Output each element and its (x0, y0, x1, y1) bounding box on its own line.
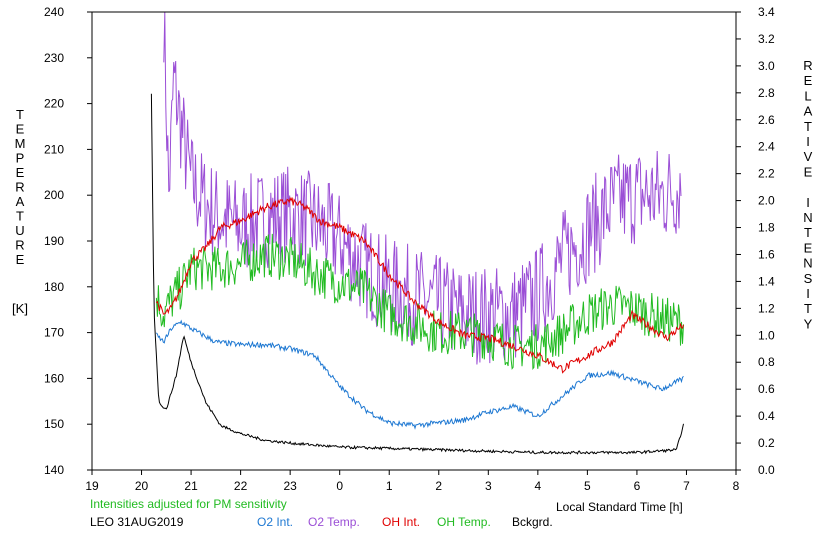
y-left-tick-label: 140 (44, 463, 64, 477)
y-right-tick-label: 2.4 (758, 140, 775, 154)
y-left-label-letter: T (16, 209, 24, 224)
y-right-label-letter: A (804, 104, 813, 119)
y-right-axis: 0.0 0.2 0.4 0.6 0.8 1.0 1.2 1.4 1.6 1.8 2.0 2.2 2.4 2… (736, 5, 775, 477)
y-left-tick-label: 190 (44, 234, 64, 248)
x-tick-label: 3 (485, 479, 492, 493)
y-left-tick-label: 180 (44, 280, 64, 294)
y-right-tick-label: 2.6 (758, 113, 775, 127)
station-label: LEO 31AUG2019 (90, 515, 184, 529)
y-right-label-letter: S (804, 271, 813, 286)
y-right-label-letter: L (804, 88, 811, 103)
y-right-tick-label: 1.6 (758, 247, 775, 261)
y-left-label-letter: M (15, 136, 26, 151)
series-layer (150, 11, 684, 455)
y-right-label-letter: Y (804, 316, 813, 331)
plot-frame (91, 11, 737, 471)
x-tick-label: 8 (733, 479, 740, 493)
y-left-tick-label: 220 (44, 97, 64, 111)
x-tick-label: 6 (634, 479, 641, 493)
y-left-axis: 140 150 160 170 180 190 200 210 220 230 240 (44, 5, 92, 477)
y-right-label-letter: N (803, 256, 812, 271)
y-right-tick-label: 1.8 (758, 221, 775, 235)
legend-o2-temp: O2 Temp. (308, 515, 360, 529)
y-left-tick-label: 240 (44, 5, 64, 19)
y-right-tick-label: 3.0 (758, 59, 775, 73)
x-tick-label: 7 (683, 479, 690, 493)
y-right-label-letter: V (804, 149, 813, 164)
y-right-label-letter: T (804, 119, 812, 134)
y-right-label-letter: E (804, 164, 813, 179)
x-tick-label: 21 (184, 479, 198, 493)
legend-o2-int: O2 Int. (257, 515, 294, 529)
y-left-tick-label: 150 (44, 417, 64, 431)
y-right-label-letter: E (804, 240, 813, 255)
y-right-tick-label: 3.4 (758, 5, 775, 19)
sensitivity-note: Intensities adjusted for PM sensitivity (90, 497, 287, 511)
y-right-tick-label: 2.0 (758, 194, 775, 208)
y-left-tick-label: 200 (44, 188, 64, 202)
y-left-label-letter: E (16, 122, 25, 137)
y-right-tick-label: 1.4 (758, 274, 775, 288)
y-right-tick-label: 1.2 (758, 301, 775, 315)
y-right-label-letter: E (804, 73, 813, 88)
series-oh-temp-line (155, 233, 684, 370)
y-left-tick-label: 210 (44, 142, 64, 156)
series-oh-int-line (156, 196, 684, 374)
y-right-label-letter: R (803, 58, 812, 73)
y-right-label-letter: T (804, 225, 812, 240)
y-right-tick-label: 1.0 (758, 328, 775, 342)
y-left-tick-label: 170 (44, 326, 64, 340)
legend-bckgrd: Bckgrd. (512, 515, 553, 529)
y-left-label-letter: E (16, 165, 25, 180)
y-right-tick-label: 0.4 (758, 409, 775, 423)
legend-oh-int: OH Int. (382, 515, 421, 529)
y-left-label-letter: U (15, 223, 24, 238)
x-tick-label: 19 (85, 479, 99, 493)
x-axis-label: Local Standard Time [h] (556, 500, 683, 514)
x-axis: 19 20 21 22 23 0 1 2 3 4 5 6 7 8 (85, 470, 740, 493)
y-left-tick-label: 160 (44, 371, 64, 385)
y-right-tick-label: 3.2 (758, 32, 775, 46)
y-left-label-letter: T (16, 107, 24, 122)
y-left-label-letter: A (16, 194, 25, 209)
series-bckgrd-line (150, 93, 684, 455)
x-tick-label: 5 (584, 479, 591, 493)
y-right-tick-label: 0.6 (758, 382, 775, 396)
x-tick-label: 22 (234, 479, 248, 493)
y-left-label-letter: R (15, 180, 24, 195)
y-left-label-letter: E (16, 252, 25, 267)
y-left-label-letter: P (16, 151, 25, 166)
y-right-tick-label: 0.0 (758, 463, 775, 477)
y-right-label-letter: I (806, 134, 810, 149)
legend-oh-temp: OH Temp. (437, 515, 491, 529)
y-right-label-letter: I (806, 286, 810, 301)
y-right-label-letter: I (806, 195, 810, 210)
x-tick-label: 4 (535, 479, 542, 493)
y-right-tick-label: 0.8 (758, 355, 775, 369)
y-left-unit: [K] (12, 301, 28, 316)
y-left-tick-label: 230 (44, 51, 64, 65)
y-left-label-letter: R (15, 238, 24, 253)
x-tick-label: 2 (435, 479, 442, 493)
y-right-label-letter: N (803, 210, 812, 225)
series-o2-int-line (156, 319, 684, 430)
x-tick-label: 20 (135, 479, 149, 493)
x-tick-label: 1 (386, 479, 393, 493)
x-tick-label: 0 (336, 479, 343, 493)
x-tick-label: 23 (283, 479, 297, 493)
y-right-tick-label: 2.8 (758, 86, 775, 100)
y-right-label-letter: T (804, 301, 812, 316)
y-right-tick-label: 2.2 (758, 167, 775, 181)
y-right-tick-label: 0.2 (758, 436, 775, 450)
